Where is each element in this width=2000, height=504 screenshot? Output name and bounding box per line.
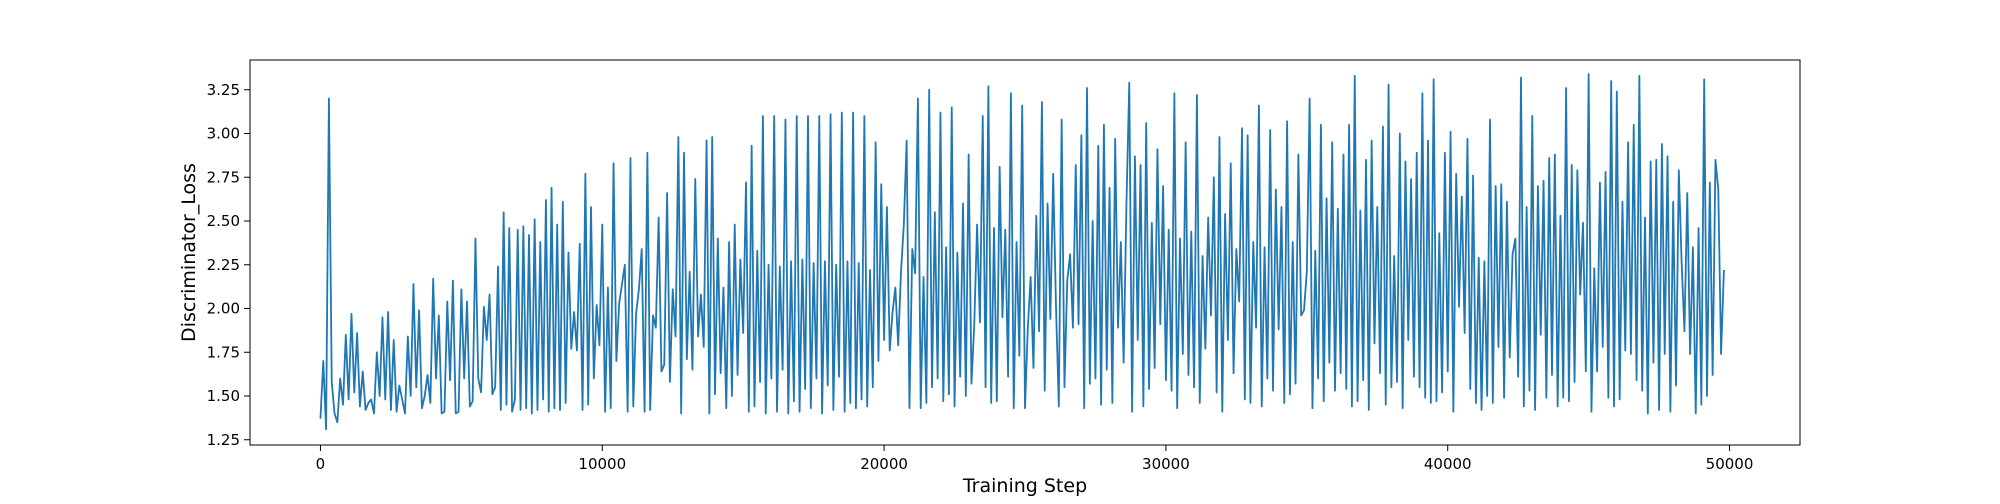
x-tick-label: 20000	[860, 455, 908, 473]
series-layer	[319, 73, 1725, 431]
x-tick-label: 30000	[1142, 455, 1190, 473]
y-tick-label: 2.75	[207, 168, 240, 186]
plot-frame	[249, 59, 1801, 446]
y-tick-label: 3.00	[207, 125, 240, 143]
x-tick-label: 40000	[1424, 455, 1472, 473]
y-tick-label: 3.25	[207, 81, 240, 99]
x-tick-label: 50000	[1706, 455, 1754, 473]
y-axis-ticks: 1.25 1.50 1.75 2.00 2.25 2.50 2.75 3.00 3.25	[207, 81, 250, 449]
x-axis-ticks: 0 10000 20000 30000 40000 50000	[316, 445, 1754, 473]
x-axis-label: Training Step	[962, 475, 1087, 497]
x-tick-label: 10000	[578, 455, 626, 473]
y-tick-label: 2.00	[207, 300, 240, 318]
series-line-0	[319, 73, 1725, 431]
y-tick-label: 1.50	[207, 387, 240, 405]
y-tick-label: 2.50	[207, 212, 240, 230]
y-tick-label: 1.75	[207, 343, 240, 361]
y-axis-label: Discriminator_Loss	[178, 163, 200, 342]
y-tick-label: 1.25	[207, 431, 240, 449]
x-tick-label: 0	[316, 455, 326, 473]
y-tick-label: 2.25	[207, 256, 240, 274]
